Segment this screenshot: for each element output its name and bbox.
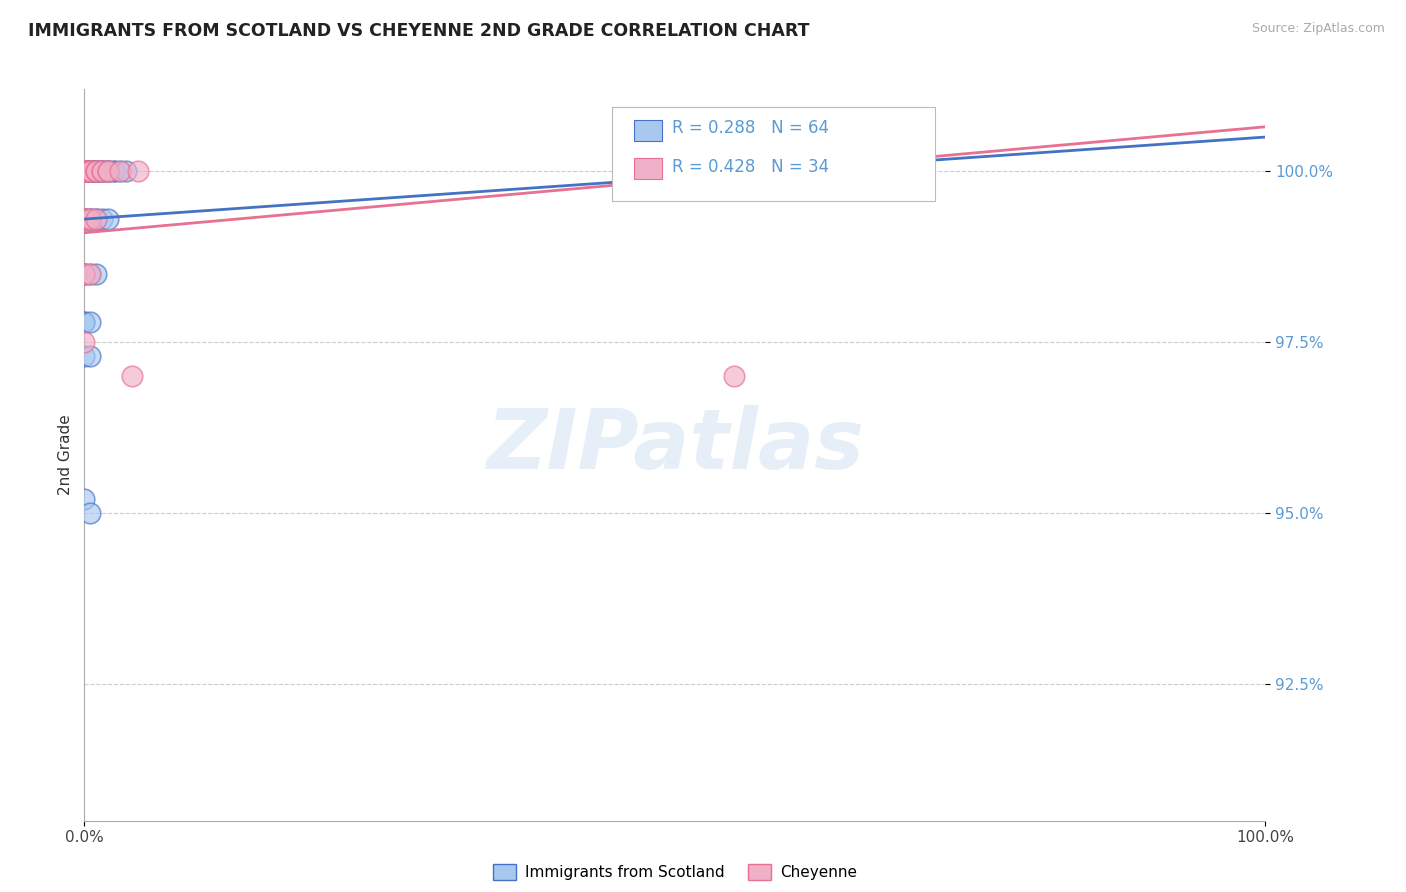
Point <box>79 212 101 227</box>
Point <box>84 164 107 178</box>
Point <box>73 349 96 363</box>
Point <box>73 164 96 178</box>
Point <box>97 164 120 178</box>
Point <box>79 212 101 227</box>
Legend: Immigrants from Scotland, Cheyenne: Immigrants from Scotland, Cheyenne <box>486 858 863 886</box>
Point <box>73 335 96 350</box>
Point <box>84 164 107 178</box>
Point <box>97 164 120 178</box>
Point <box>79 212 101 227</box>
Point <box>121 369 143 384</box>
Point <box>73 164 96 178</box>
Text: R = 0.428   N = 34: R = 0.428 N = 34 <box>672 158 830 176</box>
Point <box>97 164 120 178</box>
Point <box>127 164 149 178</box>
Point <box>723 369 745 384</box>
Point <box>108 164 131 178</box>
Point <box>79 506 101 520</box>
Point <box>79 164 101 178</box>
Point <box>79 315 101 329</box>
Point <box>79 164 101 178</box>
Point <box>91 164 114 178</box>
Point <box>73 164 96 178</box>
Point <box>73 212 96 227</box>
Point <box>84 212 107 227</box>
Point <box>73 212 96 227</box>
Point <box>73 164 96 178</box>
Point <box>97 212 120 227</box>
Point <box>73 315 96 329</box>
Point <box>84 212 107 227</box>
Point <box>73 212 96 227</box>
Point <box>91 212 114 227</box>
Point <box>73 492 96 507</box>
Point <box>73 164 96 178</box>
Point <box>73 164 96 178</box>
Point <box>97 164 120 178</box>
Point <box>73 164 96 178</box>
Point <box>91 164 114 178</box>
Point <box>73 164 96 178</box>
Point <box>91 164 114 178</box>
Point <box>73 267 96 281</box>
Point <box>114 164 136 178</box>
Point <box>73 164 96 178</box>
Point <box>79 267 101 281</box>
Point <box>73 164 96 178</box>
Point <box>73 164 96 178</box>
Point <box>103 164 125 178</box>
Point <box>73 164 96 178</box>
Point <box>79 164 101 178</box>
Point <box>91 164 114 178</box>
Point <box>73 164 96 178</box>
Point <box>108 164 131 178</box>
Point <box>73 212 96 227</box>
Point <box>73 164 96 178</box>
Point <box>79 164 101 178</box>
Point <box>73 164 96 178</box>
Point <box>79 164 101 178</box>
Text: Source: ZipAtlas.com: Source: ZipAtlas.com <box>1251 22 1385 36</box>
Point <box>73 164 96 178</box>
Point <box>73 164 96 178</box>
Point <box>79 164 101 178</box>
Point <box>73 164 96 178</box>
Point <box>79 164 101 178</box>
Point <box>73 267 96 281</box>
Point <box>84 164 107 178</box>
Point <box>73 164 96 178</box>
Point <box>79 349 101 363</box>
Point <box>79 164 101 178</box>
Point <box>97 164 120 178</box>
Point <box>79 164 101 178</box>
Point <box>103 164 125 178</box>
Point <box>73 315 96 329</box>
Point <box>84 164 107 178</box>
Point <box>84 164 107 178</box>
Point <box>79 164 101 178</box>
Point <box>73 164 96 178</box>
Point <box>84 164 107 178</box>
Point <box>84 267 107 281</box>
Point <box>73 267 96 281</box>
Point <box>73 267 96 281</box>
Point <box>73 164 96 178</box>
Point <box>84 164 107 178</box>
Text: IMMIGRANTS FROM SCOTLAND VS CHEYENNE 2ND GRADE CORRELATION CHART: IMMIGRANTS FROM SCOTLAND VS CHEYENNE 2ND… <box>28 22 810 40</box>
Point <box>73 212 96 227</box>
Point <box>79 212 101 227</box>
Y-axis label: 2nd Grade: 2nd Grade <box>58 415 73 495</box>
Point <box>79 267 101 281</box>
Point <box>73 164 96 178</box>
Point <box>73 212 96 227</box>
Point <box>73 164 96 178</box>
Text: R = 0.288   N = 64: R = 0.288 N = 64 <box>672 119 830 136</box>
Point <box>84 164 107 178</box>
Text: ZIPatlas: ZIPatlas <box>486 406 863 486</box>
Point <box>84 212 107 227</box>
Point <box>91 164 114 178</box>
